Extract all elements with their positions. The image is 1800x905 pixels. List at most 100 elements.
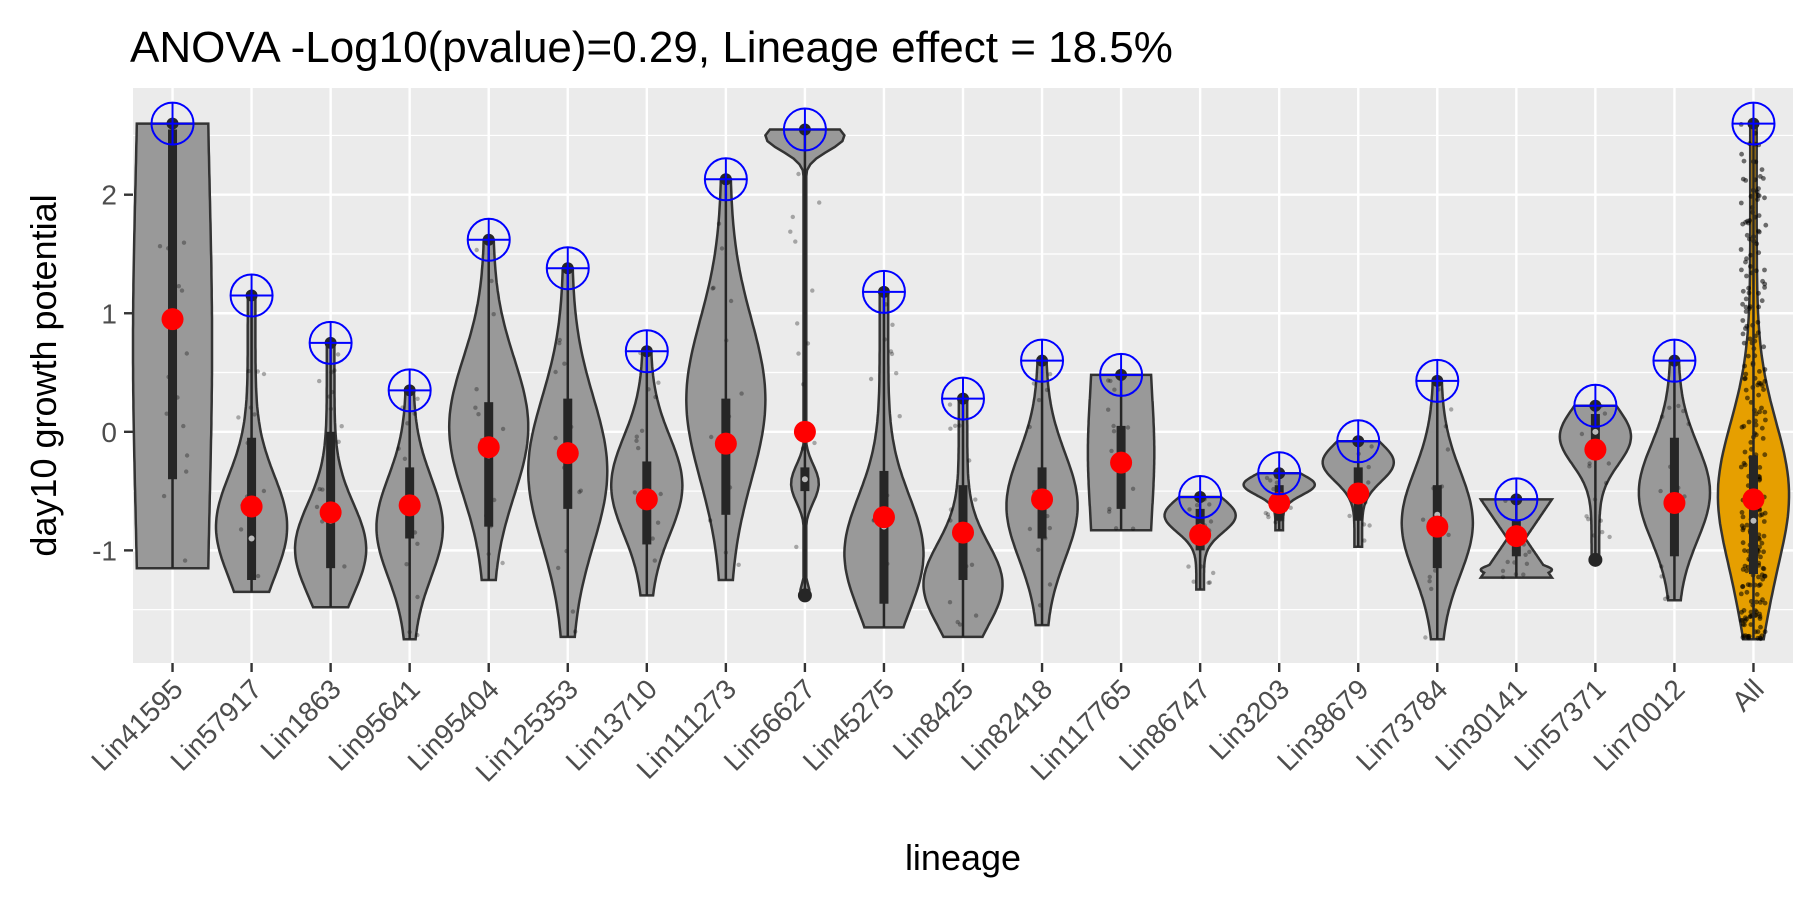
mean-point [399, 494, 421, 516]
data-point [796, 172, 800, 176]
data-point [1028, 527, 1032, 531]
data-point [1048, 526, 1052, 530]
data-point [1273, 520, 1277, 524]
data-point [817, 200, 821, 204]
data-point [1757, 583, 1762, 588]
data-point [1428, 575, 1432, 579]
iqr-box [879, 471, 888, 604]
data-point [1367, 465, 1371, 469]
data-point [1740, 318, 1745, 323]
data-point [1028, 425, 1032, 429]
data-point [635, 435, 639, 439]
data-point [1446, 533, 1450, 537]
mean-point [794, 421, 816, 443]
data-point [1760, 426, 1765, 431]
data-point [1112, 388, 1116, 392]
data-point [180, 288, 184, 292]
data-point [1740, 302, 1745, 307]
data-point [558, 338, 562, 342]
data-point [1367, 523, 1371, 527]
data-point [1663, 597, 1667, 601]
data-point [239, 527, 243, 531]
data-point [1746, 286, 1751, 291]
data-point [1347, 514, 1351, 518]
violin-lin41595 [133, 103, 212, 569]
data-point [1759, 406, 1764, 411]
data-point [708, 518, 712, 522]
data-point [262, 372, 266, 376]
data-point [795, 321, 799, 325]
data-point [636, 446, 640, 450]
data-point [1755, 190, 1760, 195]
data-point [185, 453, 189, 457]
median-dot [249, 536, 255, 542]
data-point [1268, 478, 1272, 482]
data-point [948, 600, 952, 604]
data-point [415, 633, 419, 637]
data-point [1763, 574, 1768, 579]
data-point [1741, 528, 1746, 533]
data-point [653, 558, 657, 562]
data-point [967, 458, 971, 462]
data-point [656, 381, 660, 385]
data-point [1761, 344, 1766, 349]
data-point [1739, 592, 1744, 597]
data-point [500, 561, 504, 565]
data-point [1760, 298, 1765, 303]
data-point [475, 248, 479, 252]
median-dot [802, 476, 808, 482]
data-point [1743, 260, 1748, 265]
data-point [1741, 289, 1746, 294]
data-point [1187, 507, 1191, 511]
data-point [791, 215, 795, 219]
data-point [1603, 411, 1607, 415]
data-point [337, 440, 341, 444]
data-point [711, 286, 715, 290]
data-point [1763, 418, 1768, 423]
data-point [1131, 487, 1135, 491]
data-point [890, 323, 894, 327]
data-point [1741, 540, 1746, 545]
data-point [1186, 564, 1190, 568]
data-point [342, 564, 346, 568]
data-point [1757, 369, 1762, 374]
data-point [315, 505, 319, 509]
data-point [1756, 393, 1761, 398]
data-point [1659, 564, 1663, 568]
iqr-box [484, 402, 493, 526]
data-point [1762, 519, 1767, 524]
data-point [1209, 519, 1213, 523]
mean-point [1663, 492, 1685, 514]
data-point [1745, 590, 1750, 595]
mean-point [1742, 488, 1764, 510]
data-point [633, 490, 637, 494]
iqr-box [326, 432, 335, 568]
data-point [1423, 635, 1427, 639]
mean-point [1189, 524, 1211, 546]
data-point [634, 439, 638, 443]
data-point [252, 412, 256, 416]
data-point [1206, 581, 1210, 585]
data-point [1763, 601, 1768, 606]
data-point [577, 490, 581, 494]
data-point [1762, 195, 1767, 200]
data-point [1506, 560, 1510, 564]
data-point [1758, 174, 1763, 179]
data-point [1131, 527, 1135, 531]
data-point [1762, 410, 1767, 415]
data-point [1756, 250, 1761, 255]
data-point [1741, 332, 1746, 337]
data-point [1743, 450, 1748, 455]
data-point [236, 415, 240, 419]
data-point [1760, 383, 1765, 388]
data-point [1525, 562, 1529, 566]
data-point [573, 629, 577, 633]
data-point [1421, 518, 1425, 522]
data-point [404, 562, 408, 566]
data-point [737, 563, 741, 567]
data-point [1658, 489, 1662, 493]
data-point [1584, 514, 1588, 518]
data-point [336, 352, 340, 356]
data-point [1744, 324, 1749, 329]
data-point [1739, 247, 1744, 252]
